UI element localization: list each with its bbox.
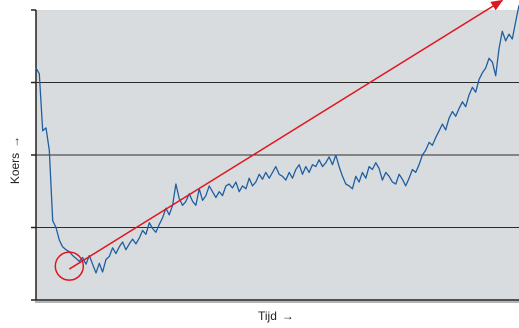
x-axis-arrow-icon: → — [281, 309, 294, 323]
x-axis-ticks — [35, 300, 519, 303]
x-axis-label-text: Tijd — [258, 309, 277, 323]
trend-arrow — [68, 0, 504, 270]
low-point-circle — [54, 251, 85, 281]
y-axis-label: Koers → — [8, 136, 22, 184]
x-axis — [35, 299, 519, 303]
y-axis-arrow-icon: → — [8, 135, 22, 148]
x-axis-label: Tijd → — [258, 309, 294, 323]
y-axis — [31, 9, 37, 301]
price-series-line — [35, 5, 519, 274]
y-axis-label-text: Koers — [8, 152, 22, 185]
grid-lines — [36, 82, 519, 228]
